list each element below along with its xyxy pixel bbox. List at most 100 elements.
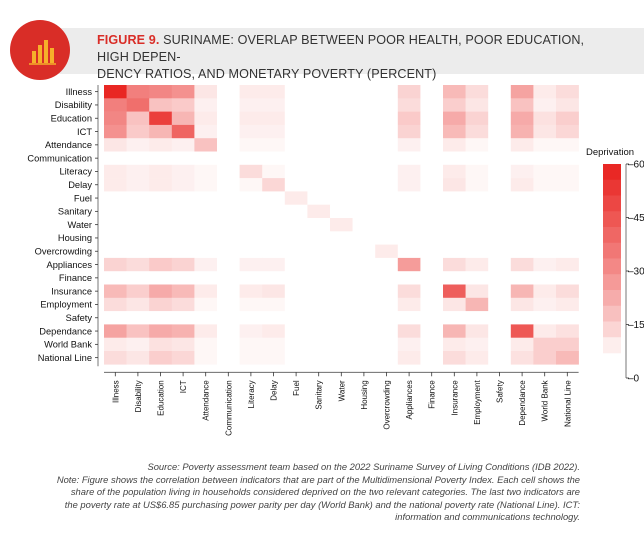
heatmap-cell-national-line-national-line bbox=[556, 351, 579, 365]
heatmap-cell-communication-sanitary bbox=[307, 151, 331, 166]
heatmap-cell-ict-communication bbox=[217, 124, 240, 139]
heatmap-cell-ict-ict bbox=[171, 124, 195, 139]
heatmap-cell-insurance-fuel bbox=[284, 284, 308, 299]
figure-notes: Source: Poverty assessment team based on… bbox=[40, 461, 580, 524]
heatmap-cell-water-education bbox=[149, 218, 173, 232]
colorbar-swatch bbox=[603, 211, 621, 228]
heatmap-cell-delay-delay bbox=[262, 178, 286, 192]
heatmap-cell-safety-employment bbox=[465, 311, 489, 325]
heatmap-cell-literacy-literacy bbox=[239, 164, 263, 179]
y-tick-label-finance: Finance bbox=[59, 273, 92, 283]
heatmap-cell-national-line-water bbox=[330, 351, 353, 365]
heatmap-cell-attendance-sanitary bbox=[307, 138, 331, 152]
heatmap-cell-ict-insurance bbox=[443, 124, 466, 139]
heatmap-cell-communication-national-line bbox=[556, 151, 579, 166]
y-tick-label-insurance: Insurance bbox=[51, 286, 92, 296]
heatmap-cell-ict-attendance bbox=[194, 124, 218, 139]
heatmap-cell-sanitary-overcrowding bbox=[375, 204, 399, 219]
heatmap-cell-literacy-education bbox=[149, 164, 173, 179]
heatmap-cell-insurance-water bbox=[330, 284, 353, 299]
heatmap-cell-fuel-world-bank bbox=[533, 191, 557, 205]
heatmap-cell-communication-water bbox=[330, 151, 353, 166]
heatmap-cell-housing-ict bbox=[171, 231, 195, 245]
heatmap-cell-finance-communication bbox=[217, 271, 240, 285]
note-line-2: share of the population living in househ… bbox=[70, 486, 580, 498]
colorbar-swatch bbox=[603, 337, 621, 354]
heatmap-cell-finance-ict bbox=[171, 271, 195, 285]
heatmap-cell-disability-communication bbox=[217, 98, 240, 112]
heatmap-cell-insurance-overcrowding bbox=[375, 284, 399, 299]
heatmap-cell-dependance-housing bbox=[352, 324, 376, 338]
heatmap-cell-employment-dependance bbox=[510, 297, 534, 312]
heatmap-cell-appliances-safety bbox=[488, 257, 512, 272]
heatmap-cell-attendance-housing bbox=[352, 138, 376, 152]
x-tick-label-illness: Illness bbox=[111, 380, 120, 403]
heatmap-cell-attendance-attendance bbox=[194, 138, 218, 152]
heatmap-cell-overcrowding-national-line bbox=[556, 244, 579, 259]
heatmap-cell-overcrowding-dependance bbox=[510, 244, 534, 259]
heatmap-cell-safety-fuel bbox=[284, 311, 308, 325]
heatmap-cell-water-ict bbox=[171, 218, 195, 232]
heatmap-cell-appliances-literacy bbox=[239, 257, 263, 272]
heatmap-cell-sanitary-dependance bbox=[510, 204, 534, 219]
heatmap-cell-housing-finance bbox=[420, 231, 444, 245]
heatmap-cell-overcrowding-finance bbox=[420, 244, 444, 259]
heatmap-cell-education-illness bbox=[104, 111, 127, 126]
y-tick-label-overcrowding: Overcrowding bbox=[35, 246, 92, 256]
heatmap-cell-fuel-housing bbox=[352, 191, 376, 205]
heatmap-cell-finance-literacy bbox=[239, 271, 263, 285]
heatmap-cell-world-bank-finance bbox=[420, 337, 444, 352]
heatmap-cell-overcrowding-overcrowding bbox=[375, 244, 399, 259]
heatmap-cell-literacy-delay bbox=[262, 164, 286, 179]
x-tick-label-communication: Communication bbox=[224, 380, 233, 436]
heatmap-cell-finance-attendance bbox=[194, 271, 218, 285]
heatmap-cell-illness-national-line bbox=[556, 85, 579, 99]
heatmap-cell-water-finance bbox=[420, 218, 444, 232]
heatmap-cell-employment-communication bbox=[217, 297, 240, 312]
heatmap-cell-dependance-finance bbox=[420, 324, 444, 338]
colorbar-title: Deprivation bbox=[586, 147, 634, 158]
heatmap-cell-employment-world-bank bbox=[533, 297, 557, 312]
heatmap-cell-safety-attendance bbox=[194, 311, 218, 325]
heatmap-cell-sanitary-employment bbox=[465, 204, 489, 219]
heatmap-cell-fuel-finance bbox=[420, 191, 444, 205]
heatmap-cell-safety-insurance bbox=[443, 311, 466, 325]
note-line-1: Note: Figure shows the correlation betwe… bbox=[56, 473, 580, 485]
heatmap-cell-employment-sanitary bbox=[307, 297, 331, 312]
y-tick-label-illness: Illness bbox=[66, 87, 93, 97]
y-tick-label-communication: Communication bbox=[27, 153, 92, 163]
heatmap-cell-appliances-overcrowding bbox=[375, 257, 399, 272]
heatmap-cell-housing-water bbox=[330, 231, 353, 245]
heatmap-cell-illness-water bbox=[330, 85, 353, 99]
heatmap-cell-delay-dependance bbox=[510, 178, 534, 192]
heatmap-cell-disability-literacy bbox=[239, 98, 263, 112]
heatmap-cell-safety-communication bbox=[217, 311, 240, 325]
heatmap-cell-literacy-illness bbox=[104, 164, 127, 179]
heatmap-cell-fuel-attendance bbox=[194, 191, 218, 205]
heatmap-cell-fuel-appliances bbox=[397, 191, 421, 205]
heatmap-cell-world-bank-education bbox=[149, 337, 173, 352]
heatmap-cell-attendance-communication bbox=[217, 138, 240, 152]
colorbar-swatch bbox=[603, 258, 621, 275]
heatmap-cell-world-bank-world-bank bbox=[533, 337, 557, 352]
heatmap-cell-disability-national-line bbox=[556, 98, 579, 112]
heatmap-cell-education-literacy bbox=[239, 111, 263, 126]
heatmap-cell-dependance-illness bbox=[104, 324, 127, 338]
heatmap-cell-employment-appliances bbox=[397, 297, 421, 312]
heatmap-cell-water-world-bank bbox=[533, 218, 557, 232]
heatmap-cell-fuel-literacy bbox=[239, 191, 263, 205]
heatmap-cell-finance-overcrowding bbox=[375, 271, 399, 285]
heatmap-cell-water-overcrowding bbox=[375, 218, 399, 232]
heatmap-cell-literacy-national-line bbox=[556, 164, 579, 179]
heatmap-cell-housing-attendance bbox=[194, 231, 218, 245]
heatmap-cell-dependance-literacy bbox=[239, 324, 263, 338]
heatmap-cell-delay-world-bank bbox=[533, 178, 557, 192]
heatmap-cell-national-line-appliances bbox=[397, 351, 421, 365]
heatmap-cell-insurance-illness bbox=[104, 284, 127, 299]
y-tick-label-fuel: Fuel bbox=[74, 193, 92, 203]
heatmap-cell-education-finance bbox=[420, 111, 444, 126]
heatmap-cell-insurance-sanitary bbox=[307, 284, 331, 299]
x-tick-label-education: Education bbox=[157, 380, 166, 416]
heatmap-cell-employment-literacy bbox=[239, 297, 263, 312]
heatmap-cell-dependance-overcrowding bbox=[375, 324, 399, 338]
